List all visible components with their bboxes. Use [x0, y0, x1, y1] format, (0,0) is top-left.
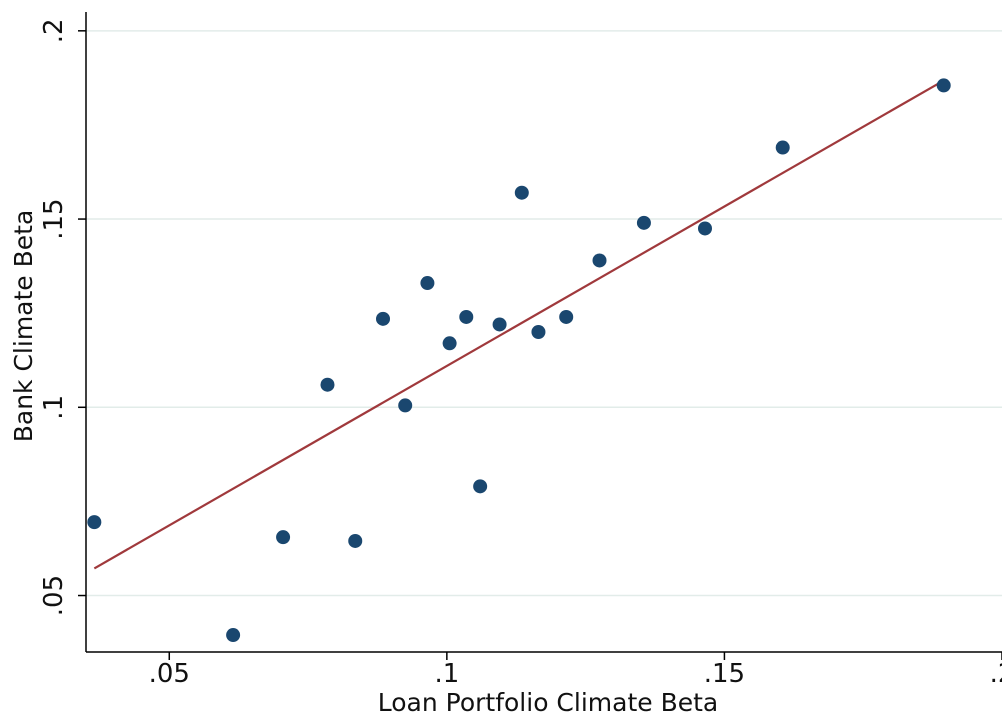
data-point-15 [592, 253, 607, 268]
data-point-4 [348, 533, 363, 548]
data-point-14 [559, 309, 574, 324]
y-tick-label-0: .05 [39, 575, 69, 616]
data-points [87, 78, 951, 643]
data-point-9 [459, 309, 474, 324]
fit-line [93, 79, 945, 570]
data-point-8 [442, 336, 457, 351]
data-point-11 [492, 317, 507, 332]
data-point-7 [420, 276, 435, 291]
data-point-17 [697, 221, 712, 236]
data-point-6 [398, 398, 413, 413]
y-tick-label-3: .2 [39, 18, 69, 43]
y-axis-title: Bank Climate Beta [9, 210, 38, 443]
x-tick-label-1: .1 [434, 659, 459, 689]
gridlines [86, 30, 1002, 597]
data-point-3 [320, 377, 335, 392]
x-tick-label-0: .05 [149, 659, 190, 689]
x-tick-label-3: .2 [990, 659, 1002, 689]
x-tick-label-2: .15 [704, 659, 745, 689]
data-point-1 [226, 628, 241, 643]
data-point-13 [531, 325, 546, 339]
x-axis-title: Loan Portfolio Climate Beta [378, 688, 719, 715]
data-point-2 [276, 530, 291, 545]
data-point-5 [376, 311, 391, 326]
x-axis-ticks: .05 .1 .15 .2 [149, 652, 1002, 689]
data-point-18 [775, 140, 790, 155]
data-point-19 [936, 78, 951, 93]
data-point-12 [514, 185, 529, 200]
y-axis-ticks: .05 .1 .15 .2 [39, 18, 86, 616]
data-point-16 [636, 215, 651, 230]
data-point-0 [87, 515, 102, 530]
y-tick-label-1: .1 [39, 395, 69, 420]
data-point-10 [473, 479, 488, 494]
y-tick-label-2: .15 [39, 198, 69, 239]
